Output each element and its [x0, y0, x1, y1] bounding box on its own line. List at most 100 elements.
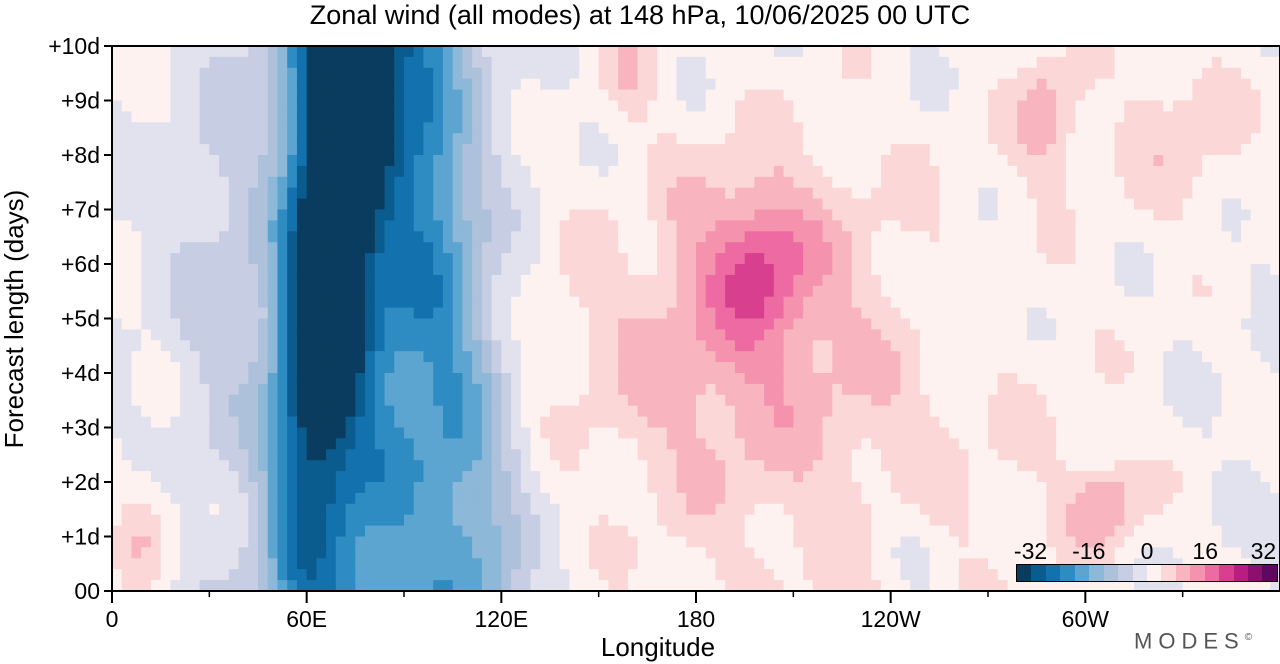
heatmap-cell: [1007, 405, 1018, 418]
heatmap-cell: [734, 155, 746, 167]
heatmap-cell: [939, 460, 950, 472]
heatmap-cell: [219, 67, 230, 80]
heatmap-cell: [1085, 362, 1096, 374]
heatmap-cell: [715, 373, 726, 385]
heatmap-cell: [880, 329, 892, 341]
heatmap-cell: [335, 100, 347, 112]
heatmap-cell: [550, 220, 561, 232]
heatmap-cell: [1153, 165, 1164, 178]
heatmap-cell: [783, 307, 794, 320]
heatmap-cell: [1046, 198, 1057, 211]
heatmap-cell: [1211, 187, 1223, 200]
heatmap-cell: [725, 405, 736, 418]
heatmap-cell: [209, 405, 220, 418]
heatmap-cell: [384, 285, 395, 298]
heatmap-cell: [851, 89, 863, 102]
heatmap-cell: [1036, 471, 1047, 483]
heatmap-cell: [1095, 122, 1106, 134]
heatmap-cell: [365, 133, 376, 145]
heatmap-cell: [1046, 449, 1057, 461]
heatmap-cell: [374, 438, 386, 450]
heatmap-cell: [384, 416, 395, 429]
heatmap-cell: [287, 362, 298, 374]
heatmap-cell: [1134, 351, 1145, 363]
heatmap-cell: [374, 122, 386, 134]
heatmap-cell: [978, 187, 989, 200]
heatmap-cell: [1095, 329, 1106, 341]
heatmap-cell: [219, 427, 230, 439]
heatmap-cell: [423, 329, 434, 341]
heatmap-cell: [131, 285, 142, 298]
heatmap-cell: [1017, 471, 1028, 483]
heatmap-cell: [880, 67, 892, 80]
heatmap-cell: [442, 285, 454, 298]
heatmap-cell: [988, 449, 999, 461]
heatmap-cell: [1085, 46, 1096, 58]
heatmap-cell: [1026, 220, 1038, 232]
heatmap-cell: [958, 427, 970, 439]
heatmap-cell: [1163, 231, 1174, 243]
heatmap-cell: [1221, 296, 1232, 309]
heatmap-cell: [696, 209, 707, 221]
heatmap-cell: [550, 394, 561, 407]
heatmap-cell: [180, 460, 191, 472]
heatmap-cell: [277, 373, 288, 385]
heatmap-cell: [1172, 373, 1184, 385]
heatmap-cell: [1017, 285, 1028, 298]
heatmap-cell: [423, 318, 434, 330]
heatmap-cell: [180, 198, 191, 211]
heatmap-cell: [744, 438, 755, 450]
heatmap-cell: [287, 100, 298, 112]
heatmap-cell: [939, 394, 950, 407]
heatmap-cell: [627, 155, 639, 167]
heatmap-cell: [374, 242, 386, 254]
heatmap-cell: [1211, 482, 1223, 494]
heatmap-cell: [1104, 340, 1116, 352]
heatmap-cell: [1211, 307, 1223, 320]
heatmap-cell: [1182, 111, 1193, 123]
heatmap-cell: [511, 122, 522, 134]
heatmap-cell: [112, 176, 123, 189]
heatmap-cell: [686, 362, 697, 374]
heatmap-cell: [939, 46, 950, 58]
heatmap-cell: [812, 340, 824, 352]
heatmap-cell: [705, 209, 717, 221]
heatmap-cell: [520, 220, 532, 232]
heatmap-cell: [481, 231, 493, 243]
heatmap-cell: [812, 220, 824, 232]
heatmap-cell: [696, 56, 707, 69]
heatmap-cell: [608, 231, 619, 243]
heatmap-cell: [900, 122, 911, 134]
heatmap-cell: [929, 438, 940, 450]
heatmap-cell: [783, 438, 794, 450]
heatmap-cell: [1172, 383, 1184, 396]
heatmap-cell: [238, 373, 249, 385]
heatmap-cell: [559, 220, 571, 232]
heatmap-cell: [686, 122, 697, 134]
heatmap-cell: [1221, 460, 1232, 472]
heatmap-cell: [238, 471, 249, 483]
heatmap-cell: [939, 111, 950, 123]
heatmap-cell: [160, 329, 171, 341]
heatmap-cell: [1260, 198, 1271, 211]
heatmap-cell: [861, 56, 872, 69]
heatmap-cell: [1046, 111, 1057, 123]
heatmap-cell: [511, 318, 522, 330]
heatmap-cell: [715, 416, 726, 429]
heatmap-cell: [442, 253, 454, 265]
heatmap-cell: [112, 285, 123, 298]
heatmap-cell: [472, 307, 483, 320]
heatmap-cell: [258, 122, 269, 134]
heatmap-cell: [228, 67, 240, 80]
heatmap-cell: [627, 373, 639, 385]
heatmap-cell: [754, 405, 765, 418]
heatmap-cell: [1134, 209, 1145, 221]
heatmap-cell: [676, 383, 687, 396]
heatmap-cell: [803, 362, 814, 374]
heatmap-cell: [1250, 460, 1262, 472]
heatmap-cell: [1163, 373, 1174, 385]
heatmap-cell: [783, 405, 794, 418]
heatmap-cell: [851, 394, 863, 407]
heatmap-cell: [491, 56, 502, 69]
heatmap-cell: [637, 111, 648, 123]
